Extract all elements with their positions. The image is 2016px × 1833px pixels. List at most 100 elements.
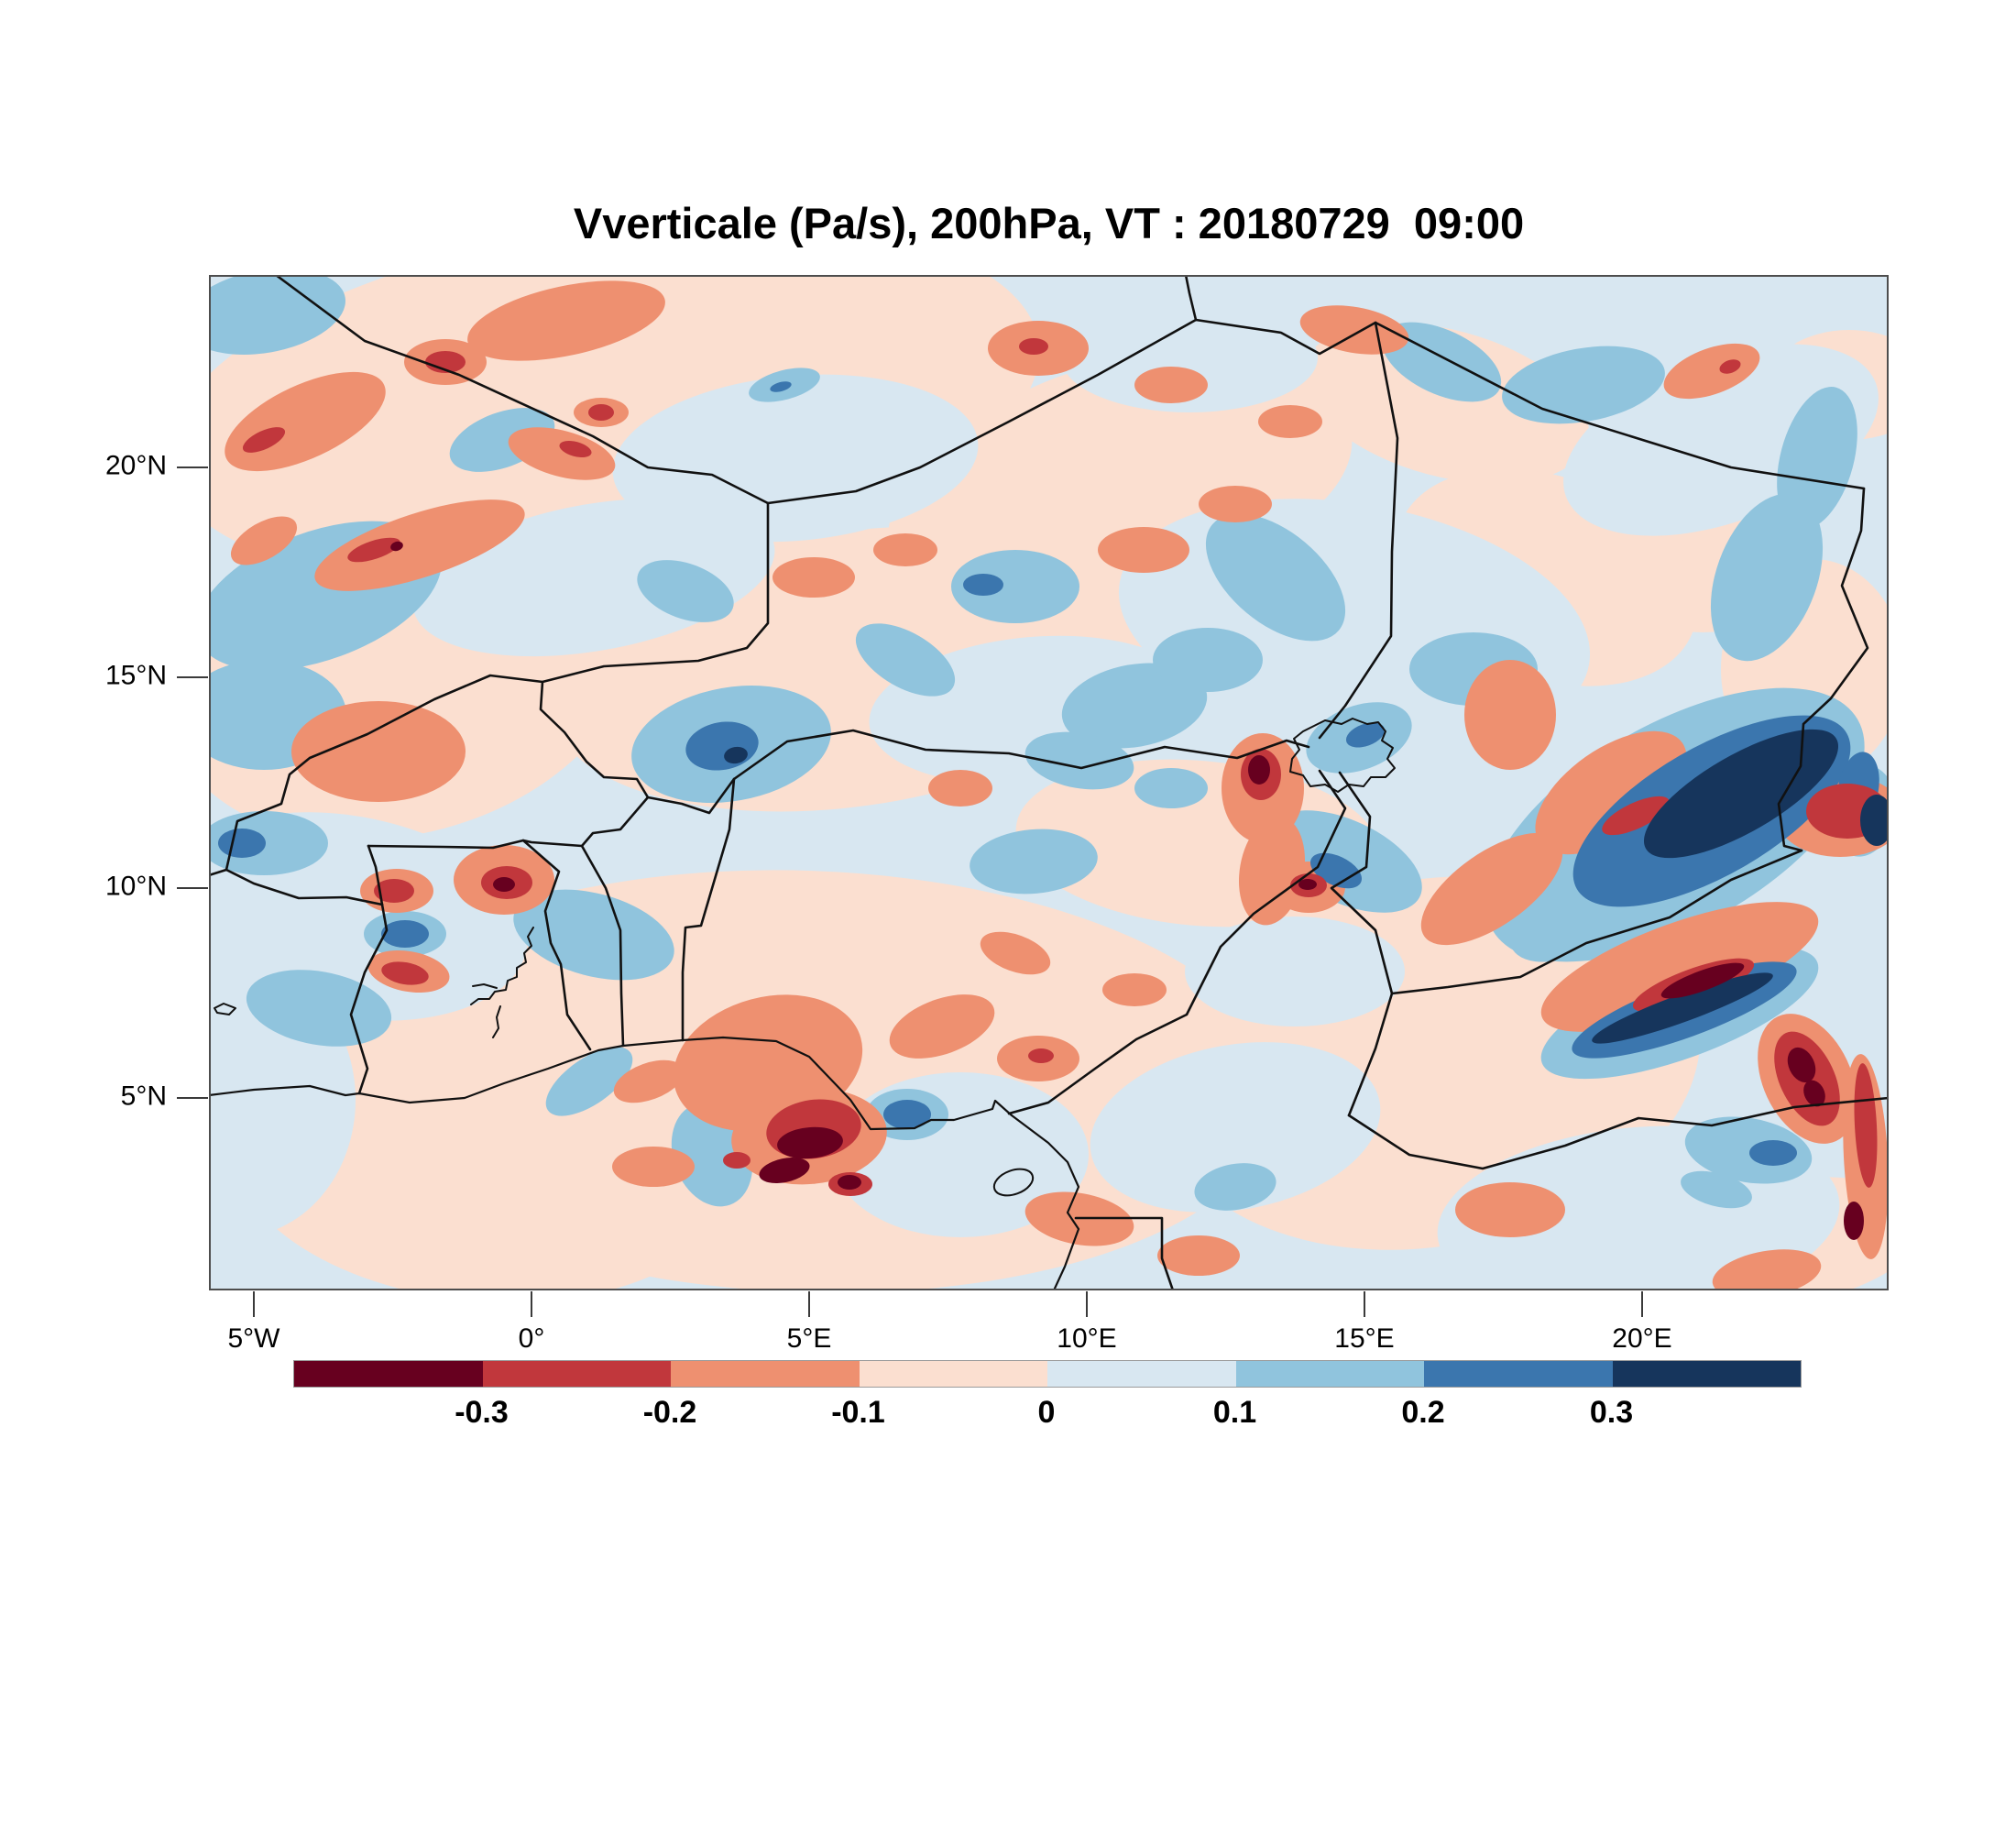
- contour-fill-layer: [209, 275, 1889, 1290]
- field-blob: [374, 879, 414, 903]
- lat-tick: [177, 887, 208, 889]
- colorbar-tick-label: -0.2: [642, 1395, 697, 1430]
- field-blob: [1710, 493, 1824, 662]
- country-border: [681, 777, 736, 1042]
- field-blob: [1535, 730, 1687, 855]
- country-border: [1330, 771, 1394, 995]
- field-blob: [1205, 513, 1346, 642]
- field-blob: [980, 931, 1051, 975]
- lat-tick-label: 20°N: [104, 450, 167, 481]
- field-blob: [1712, 1249, 1822, 1290]
- field-blob: [1787, 1047, 1816, 1083]
- field-blob: [951, 550, 1079, 623]
- field-blob: [889, 994, 995, 1059]
- field-blob: [1090, 1042, 1381, 1213]
- country-border: [349, 903, 389, 1095]
- field-blob: [1643, 729, 1839, 859]
- lat-tick-label: 5°N: [120, 1081, 167, 1112]
- lon-tick-label: 0°: [518, 1323, 545, 1354]
- field-blob: [1602, 796, 1670, 836]
- lat-tick: [177, 466, 208, 468]
- field-blob: [218, 829, 266, 858]
- field-blob: [381, 920, 429, 948]
- field-blob: [838, 1175, 861, 1190]
- colorbar-segment: [482, 1361, 671, 1387]
- field-blob: [1681, 1170, 1752, 1209]
- map-region: [209, 275, 1889, 1290]
- field-blob: [209, 275, 345, 355]
- colorbar-tick-label: 0.1: [1212, 1395, 1257, 1430]
- lakes-layer: [214, 718, 1396, 1197]
- lon-tick-label: 20°E: [1612, 1323, 1672, 1354]
- coastline: [209, 1036, 1080, 1290]
- lat-tick: [177, 1097, 208, 1099]
- colorbar-segment: [1235, 1361, 1424, 1387]
- lon-tick-label: 10°E: [1057, 1323, 1117, 1354]
- field-blob: [855, 623, 956, 697]
- plot-title: Vverticale (Pa/s), 200hPa, VT : 20180729…: [573, 199, 1525, 247]
- field-blob: [291, 701, 466, 802]
- field-blob: [1098, 527, 1189, 573]
- colorbar-segment: [1612, 1361, 1801, 1387]
- field-blob: [508, 427, 616, 480]
- field-blob: [612, 1147, 695, 1187]
- field-blob: [1777, 387, 1857, 530]
- field-blob: [1854, 1063, 1878, 1188]
- country-border: [1347, 1096, 1889, 1170]
- lon-tick-label: 5°W: [227, 1323, 280, 1354]
- country-border: [1007, 769, 1347, 1115]
- country-borders-layer: [209, 275, 1889, 1290]
- field-blob: [1719, 359, 1741, 374]
- field-blob: [314, 499, 525, 591]
- lon-tick: [531, 1291, 532, 1317]
- colorbar-segment: [1047, 1361, 1236, 1387]
- field-blob: [1303, 323, 1589, 484]
- field-blob: [1061, 663, 1208, 749]
- colorbar-tick-label: 0.3: [1589, 1395, 1634, 1430]
- field-blob: [1134, 768, 1208, 808]
- country-border: [209, 868, 228, 877]
- field-blob: [1194, 1163, 1276, 1211]
- colorbar-tick-label: 0: [1037, 1395, 1056, 1430]
- field-blob: [1248, 755, 1270, 785]
- field-blob: [1345, 722, 1386, 748]
- country-border: [766, 318, 1198, 505]
- lon-tick: [1086, 1291, 1088, 1317]
- field-blob: [1663, 343, 1760, 400]
- field-blob: [1860, 795, 1889, 846]
- field-blob: [1420, 832, 1563, 946]
- field-blob: [347, 537, 400, 563]
- field-blob: [777, 1126, 843, 1159]
- country-border: [225, 868, 384, 906]
- field-blob: [1157, 1235, 1240, 1276]
- field-blob: [1803, 1080, 1825, 1107]
- field-blob: [513, 889, 674, 981]
- field-blob: [1153, 628, 1263, 692]
- lon-tick: [1641, 1291, 1643, 1317]
- country-border: [1074, 1216, 1175, 1290]
- coastline-layer: [209, 1036, 1080, 1290]
- field-blob: [1844, 1202, 1864, 1240]
- colorbar-segment: [1424, 1361, 1613, 1387]
- lat-tick-label: 10°N: [104, 871, 167, 902]
- field-blob: [1684, 1116, 1813, 1184]
- field-blob: [242, 427, 286, 453]
- field-blob: [873, 533, 937, 566]
- colorbar-tick-label: -0.1: [831, 1395, 885, 1430]
- field-blob: [588, 404, 614, 421]
- country-border: [1184, 275, 1198, 322]
- field-blob: [724, 746, 748, 764]
- field-blob: [637, 560, 734, 622]
- colorbar-tick-label: 0.2: [1401, 1395, 1445, 1430]
- field-blob: [1299, 305, 1409, 355]
- map-frame: [209, 275, 1889, 1290]
- country-border: [521, 839, 592, 1051]
- country-border: [580, 844, 625, 1048]
- field-blob: [970, 829, 1098, 895]
- field-blob: [613, 1059, 685, 1103]
- field-blob: [1199, 486, 1272, 522]
- field-blob: [1258, 405, 1322, 438]
- field-blob: [1455, 1182, 1565, 1237]
- field-blob: [545, 1047, 633, 1116]
- field-blob: [883, 1100, 931, 1129]
